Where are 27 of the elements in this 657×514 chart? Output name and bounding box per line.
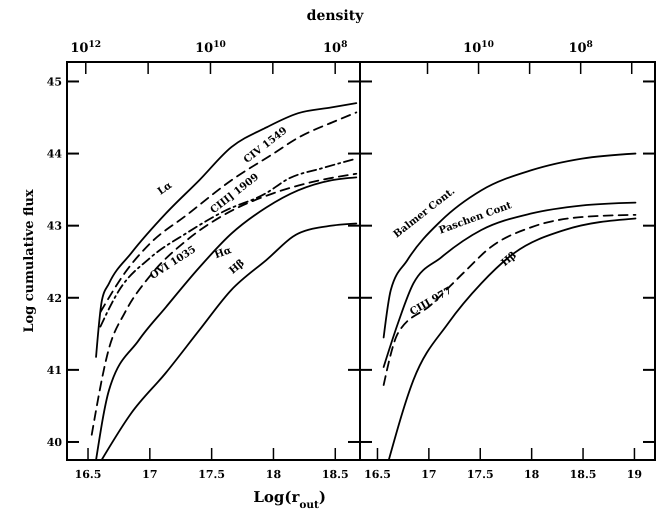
x2-tick-label: 10$^{8}$ [568,38,593,56]
line-series [95,102,358,358]
x-axis-title: Log(r$_{out}$) [253,488,326,511]
x-tick-label: 18 [524,468,540,481]
x2-tick-label: 10$^{10}$ [195,38,226,56]
x-tick-label: 18.5 [570,468,596,481]
x-tick-label: 16.5 [74,468,102,481]
x-tick-label: 16.5 [364,468,391,481]
x-tick-label: 17 [421,468,437,481]
y-tick-label: 45 [46,75,62,88]
x-tick-label: 17.5 [466,468,494,481]
x2-tick-label: 10$^{10}$ [463,38,494,56]
x2-tick-label: 10$^{12}$ [70,38,102,56]
y-axis-title: Log cumulative flux [22,189,37,333]
x-tick-label: 19 [626,468,642,481]
y-tick-label: 43 [46,220,62,233]
x-tick-label: 17 [142,468,158,481]
x-tick-label: 18.5 [322,468,349,481]
y-tick-label: 41 [46,364,62,377]
y-tick-label: 40 [46,436,62,449]
x2-axis-title: density [306,8,364,24]
y-tick-label: 44 [46,148,62,161]
y-tick-label: 42 [46,292,62,305]
text: Lα [156,180,175,198]
x-tick-label: 18 [266,468,282,481]
x-tick-label: 17.5 [198,468,226,481]
x2-tick-label: 10$^{8}$ [322,38,348,56]
